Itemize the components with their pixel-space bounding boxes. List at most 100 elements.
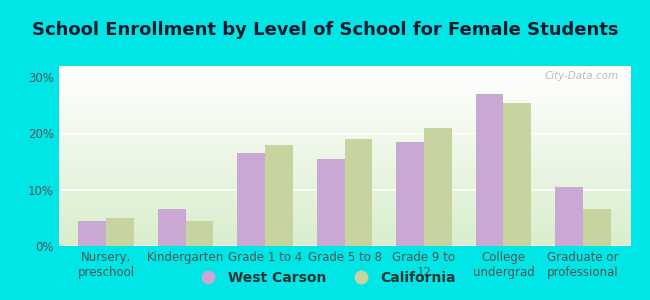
Bar: [58, 178, 630, 179]
Bar: [58, 205, 630, 206]
Bar: [58, 194, 630, 196]
Bar: [58, 176, 630, 178]
Bar: [396, 142, 424, 246]
Text: City-Data.com: City-Data.com: [545, 71, 619, 81]
Bar: [58, 161, 630, 163]
Bar: [58, 235, 630, 237]
Bar: [58, 133, 630, 134]
Bar: [58, 217, 630, 219]
Bar: [58, 169, 630, 170]
Bar: [58, 154, 630, 156]
Bar: [58, 208, 630, 210]
Bar: [58, 129, 630, 131]
Bar: [58, 111, 630, 113]
Bar: [58, 116, 630, 118]
Bar: [58, 156, 630, 158]
Bar: [58, 190, 630, 192]
Bar: [58, 192, 630, 194]
Bar: [58, 71, 630, 73]
Bar: [555, 187, 583, 246]
Bar: [58, 107, 630, 109]
Bar: [58, 203, 630, 205]
Bar: [58, 143, 630, 145]
Legend: West Carson, California: West Carson, California: [188, 265, 462, 290]
Bar: [58, 109, 630, 111]
Bar: [58, 106, 630, 107]
Bar: [58, 118, 630, 120]
Bar: [344, 139, 372, 246]
Bar: [58, 149, 630, 151]
Bar: [58, 82, 630, 84]
Bar: [58, 223, 630, 224]
Bar: [58, 233, 630, 235]
Bar: [58, 187, 630, 188]
Bar: [503, 103, 531, 246]
Bar: [58, 80, 630, 82]
Bar: [106, 218, 134, 246]
Bar: [58, 77, 630, 79]
Bar: [58, 142, 630, 143]
Bar: [58, 91, 630, 93]
Bar: [58, 93, 630, 95]
Bar: [58, 197, 630, 199]
Bar: [265, 145, 293, 246]
Bar: [58, 145, 630, 147]
Bar: [58, 221, 630, 223]
Bar: [58, 95, 630, 97]
Bar: [158, 209, 186, 246]
Bar: [58, 219, 630, 221]
Bar: [583, 209, 610, 246]
Bar: [186, 221, 213, 246]
Bar: [58, 183, 630, 185]
Bar: [58, 206, 630, 208]
Bar: [58, 131, 630, 133]
Bar: [58, 122, 630, 124]
Bar: [58, 125, 630, 127]
Bar: [58, 215, 630, 217]
Bar: [424, 128, 452, 246]
Bar: [58, 232, 630, 233]
Bar: [58, 244, 630, 246]
Bar: [58, 224, 630, 226]
Bar: [58, 98, 630, 100]
Bar: [476, 94, 503, 246]
Bar: [58, 140, 630, 142]
Bar: [58, 136, 630, 138]
Bar: [58, 181, 630, 183]
Bar: [58, 75, 630, 77]
Bar: [58, 127, 630, 129]
Bar: [58, 120, 630, 122]
Bar: [58, 174, 630, 176]
Bar: [58, 196, 630, 197]
Bar: [58, 147, 630, 149]
Bar: [58, 172, 630, 174]
Bar: [58, 102, 630, 104]
Bar: [58, 239, 630, 241]
Bar: [58, 124, 630, 125]
Bar: [58, 170, 630, 172]
Bar: [58, 212, 630, 214]
Bar: [58, 97, 630, 98]
Bar: [58, 214, 630, 215]
Bar: [58, 167, 630, 169]
Bar: [58, 152, 630, 154]
Bar: [58, 179, 630, 181]
Bar: [58, 242, 630, 244]
Bar: [58, 68, 630, 70]
Bar: [58, 151, 630, 152]
Bar: [58, 100, 630, 102]
Bar: [237, 153, 265, 246]
Bar: [58, 228, 630, 230]
Bar: [58, 210, 630, 212]
Bar: [58, 86, 630, 88]
Bar: [58, 73, 630, 75]
Bar: [58, 158, 630, 160]
Bar: [58, 70, 630, 71]
Text: School Enrollment by Level of School for Female Students: School Enrollment by Level of School for…: [32, 21, 618, 39]
Bar: [58, 230, 630, 232]
Bar: [58, 88, 630, 89]
Bar: [58, 79, 630, 80]
Bar: [58, 89, 630, 91]
Bar: [58, 115, 630, 116]
Bar: [58, 188, 630, 190]
